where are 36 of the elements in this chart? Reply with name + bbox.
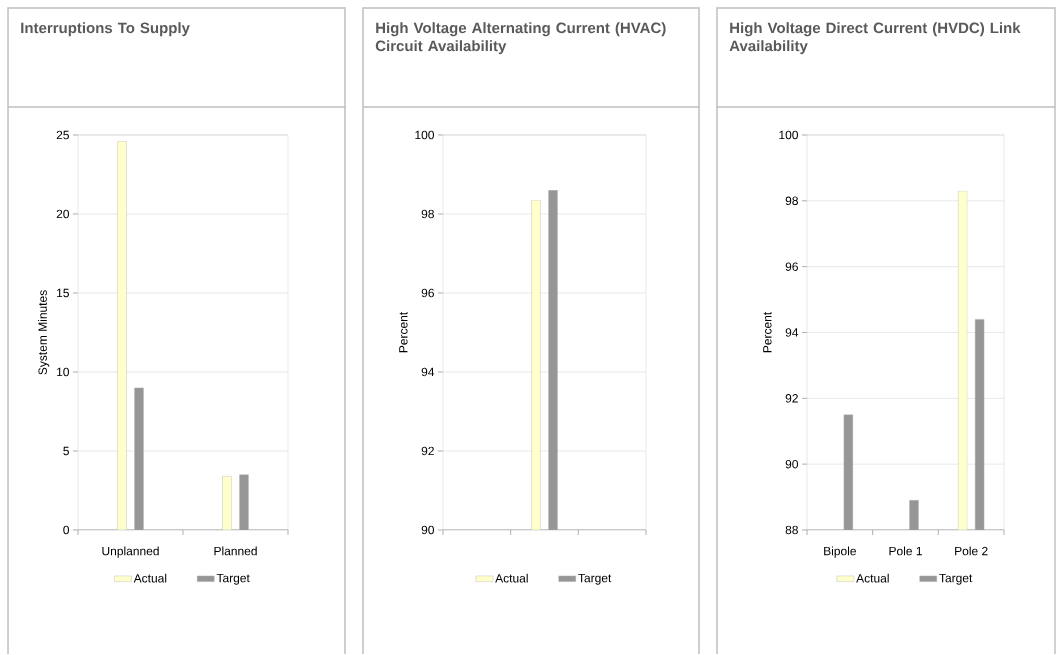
y-tick-label: 10 <box>57 367 70 377</box>
chart-title: High Voltage Direct Current (HVDC) Link Availability <box>729 22 1021 55</box>
x-tick-label: Pole 1 <box>889 546 922 556</box>
y-tick-label: 98 <box>785 196 798 206</box>
y-tick-label: 88 <box>785 525 798 535</box>
y-tick-label: 15 <box>57 288 69 298</box>
y-tick-label: 90 <box>785 460 799 469</box>
legend-label: Actual <box>495 573 528 583</box>
y-axis-title: Percent <box>763 312 772 353</box>
legend-label: Actual <box>856 573 889 583</box>
y-tick-label: 94 <box>421 367 435 377</box>
y-tick-label: 90 <box>421 525 435 535</box>
x-tick-label: Pole 2 <box>955 546 988 556</box>
y-tick-label: 92 <box>785 394 798 403</box>
y-tick-label: 5 <box>63 446 69 456</box>
y-axis-title: Percent <box>399 312 408 353</box>
y-axis-title: System Minutes <box>38 290 50 375</box>
y-tick-label: 94 <box>785 328 799 337</box>
y-tick-label: 25 <box>56 130 69 140</box>
y-tick-label: 0 <box>63 525 70 535</box>
x-tick-label: Unplanned <box>102 546 159 558</box>
chart-title: Interruptions To Supply <box>21 22 190 37</box>
legend-label: Target <box>939 574 973 585</box>
chart-title: High Voltage Alternating Current (HVAC) Circuit Availability <box>375 22 666 55</box>
legend-label: Actual <box>133 573 167 583</box>
legend-label: Target <box>216 574 250 585</box>
y-tick-label: 100 <box>415 130 435 140</box>
y-tick-label: 98 <box>421 209 434 219</box>
legend-label: Target <box>578 574 612 585</box>
x-tick-label: Planned <box>214 546 257 556</box>
y-tick-label: 96 <box>421 288 434 298</box>
y-tick-label: 20 <box>56 209 70 219</box>
y-tick-label: 92 <box>421 446 434 456</box>
y-tick-label: 96 <box>785 262 798 272</box>
x-tick-label: Bipole <box>824 546 856 558</box>
y-tick-label: 100 <box>779 130 799 140</box>
